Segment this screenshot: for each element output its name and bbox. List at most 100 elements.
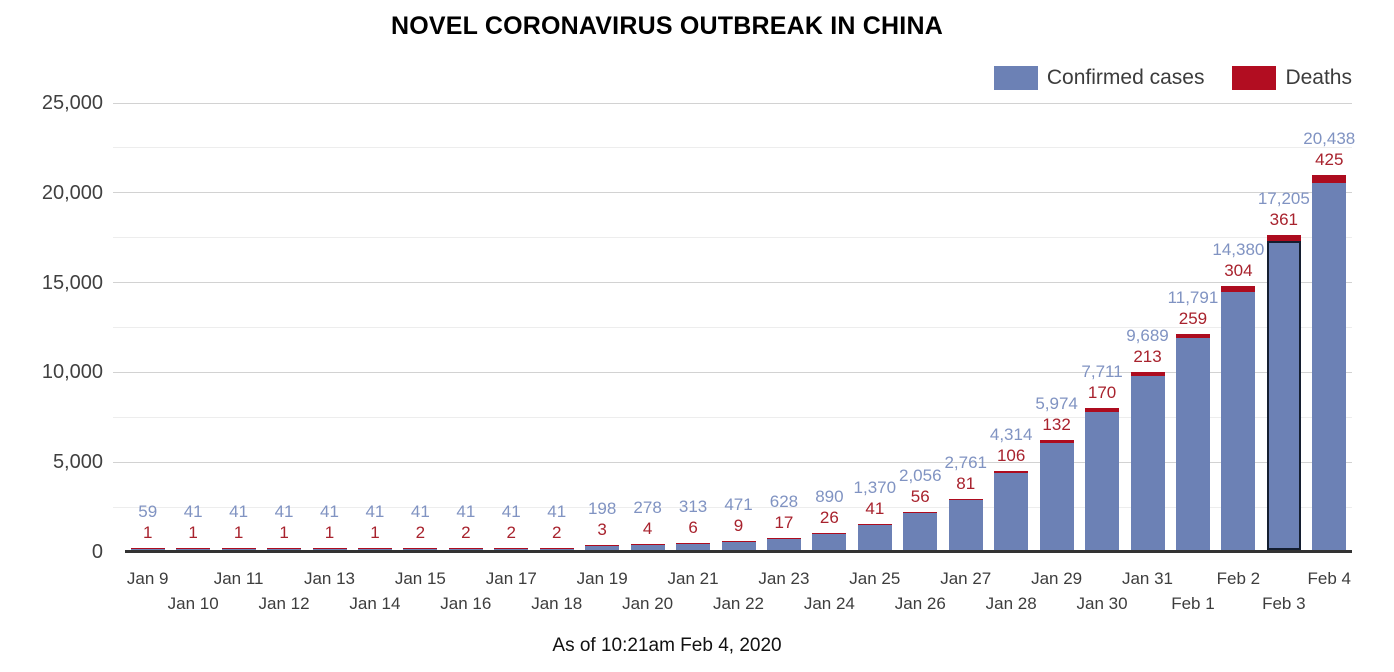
confirmed-value-label: 41: [410, 502, 430, 521]
x-axis-tick-label: Jan 26: [894, 594, 946, 613]
bar-confirmed[interactable]: [539, 549, 574, 550]
confirmed-value-label: 20,438: [1303, 129, 1356, 149]
bar-confirmed[interactable]: [948, 500, 983, 550]
bar-value-labels: 471 9: [679, 494, 799, 536]
bar-value-labels: 41 1: [315, 501, 435, 543]
bar-confirmed[interactable]: [448, 549, 483, 550]
confirmed-value-label: 59: [138, 501, 158, 521]
bar-deaths[interactable]: [585, 545, 620, 547]
bar-deaths[interactable]: [221, 548, 256, 549]
bar-confirmed[interactable]: [494, 549, 529, 550]
bar-deaths[interactable]: [448, 548, 483, 549]
bar-confirmed[interactable]: [676, 544, 711, 550]
deaths-value-label: 2: [461, 523, 471, 542]
bar-confirmed[interactable]: [176, 549, 211, 550]
bar-deaths[interactable]: [539, 548, 574, 549]
deaths-value-label: 213: [1133, 347, 1162, 367]
bar-deaths[interactable]: [494, 548, 529, 549]
bar-confirmed[interactable]: [585, 546, 620, 550]
deaths-value-label: 1: [324, 523, 335, 542]
x-axis-tick-label: Feb 1: [1171, 594, 1215, 613]
bar-deaths[interactable]: [948, 498, 983, 501]
bar-confirmed-selected[interactable]: [1266, 240, 1301, 550]
bar-confirmed[interactable]: [721, 541, 756, 550]
deaths-value-label: 132: [1042, 415, 1071, 435]
x-axis-tick-label: Feb 2: [1216, 569, 1261, 588]
bar-confirmed[interactable]: [312, 549, 347, 550]
y-axis-tick-label: 15,000: [41, 271, 103, 294]
deaths-value-label: 26: [819, 508, 839, 527]
confirmed-value-label: 11,791: [1167, 287, 1219, 307]
deaths-value-label: 4: [642, 519, 653, 538]
bar-value-labels: 59 1: [88, 501, 208, 543]
x-axis-tick-label: Jan 11: [213, 569, 264, 588]
bar-deaths[interactable]: [994, 470, 1029, 473]
bar-confirmed[interactable]: [1221, 291, 1256, 550]
bar-deaths[interactable]: [1085, 408, 1120, 412]
bar-confirmed[interactable]: [994, 472, 1029, 550]
bar-deaths[interactable]: [721, 540, 756, 542]
bar-confirmed[interactable]: [903, 513, 938, 550]
legend-item-confirmed-cases[interactable]: Confirmed cases: [993, 66, 1205, 90]
confirmed-value-label: 1,370: [853, 478, 897, 498]
bar-confirmed[interactable]: [1039, 442, 1074, 550]
bar-confirmed[interactable]: [857, 525, 892, 550]
confirmed-value-label: 41: [183, 502, 203, 521]
bar-deaths[interactable]: [766, 537, 801, 539]
confirmed-value-label: 7,711: [1081, 362, 1123, 382]
bar-confirmed[interactable]: [766, 538, 801, 550]
bar-deaths[interactable]: [903, 512, 938, 514]
gridline-major: [113, 192, 1352, 194]
bar-confirmed[interactable]: [1175, 338, 1210, 550]
bar-deaths[interactable]: [1221, 286, 1256, 292]
bar-deaths[interactable]: [176, 548, 211, 549]
bar-value-labels: 9,689 213: [1088, 325, 1208, 367]
bar-deaths[interactable]: [357, 548, 392, 549]
bar-value-labels: 11,791 259: [1133, 287, 1253, 329]
bar-confirmed[interactable]: [130, 548, 165, 550]
bar-deaths[interactable]: [1312, 175, 1347, 183]
gridline-minor: [113, 147, 1352, 149]
deaths-value-label: 1: [233, 523, 244, 542]
bar-confirmed[interactable]: [1085, 411, 1120, 550]
legend-label-confirmed-cases: Confirmed cases: [1046, 66, 1205, 89]
bar-deaths[interactable]: [267, 548, 302, 549]
bar-deaths[interactable]: [1175, 333, 1210, 339]
x-axis-tick-label: Jan 9: [126, 569, 169, 588]
bar-deaths[interactable]: [630, 544, 665, 545]
bar-deaths[interactable]: [312, 548, 347, 549]
bar-confirmed[interactable]: [1130, 375, 1165, 550]
bar-confirmed[interactable]: [357, 549, 392, 550]
x-axis-tick-label: Jan 20: [622, 594, 674, 613]
bar-deaths[interactable]: [676, 543, 711, 545]
bar-deaths[interactable]: [403, 548, 438, 549]
x-axis-line: [125, 550, 1352, 553]
bar-value-labels: 20,438 425: [1269, 128, 1389, 170]
x-axis-tick-label: Jan 29: [1031, 569, 1083, 588]
gridline-major: [113, 371, 1352, 373]
bar-deaths[interactable]: [1130, 372, 1165, 376]
bar-value-labels: 313 6: [633, 496, 753, 538]
bar-confirmed[interactable]: [221, 549, 256, 550]
legend-item-deaths[interactable]: Deaths: [1232, 66, 1352, 90]
bar-deaths[interactable]: [130, 547, 165, 549]
bar-confirmed[interactable]: [1312, 182, 1347, 550]
bar-confirmed[interactable]: [630, 545, 665, 550]
deaths-value-label: 259: [1178, 308, 1208, 328]
bar-deaths[interactable]: [812, 533, 847, 535]
bar-value-labels: 14,380 304: [1178, 239, 1298, 281]
bar-confirmed[interactable]: [267, 549, 302, 550]
confirmed-cases-swatch-icon: [993, 66, 1038, 90]
gridline-minor: [113, 327, 1352, 328]
chart-title: NOVEL CORONAVIRUS OUTBREAK IN CHINA: [391, 12, 943, 40]
bar-deaths[interactable]: [1039, 440, 1074, 443]
bar-value-labels: 41 1: [133, 501, 253, 543]
confirmed-value-label: 41: [274, 502, 294, 521]
bar-confirmed[interactable]: [403, 549, 438, 550]
bar-deaths[interactable]: [857, 524, 892, 526]
deaths-value-label: 56: [910, 487, 930, 507]
bar-value-labels: 41 1: [224, 501, 344, 543]
deaths-value-label: 1: [188, 523, 198, 542]
bar-deaths[interactable]: [1266, 234, 1301, 241]
bar-confirmed[interactable]: [812, 534, 847, 550]
